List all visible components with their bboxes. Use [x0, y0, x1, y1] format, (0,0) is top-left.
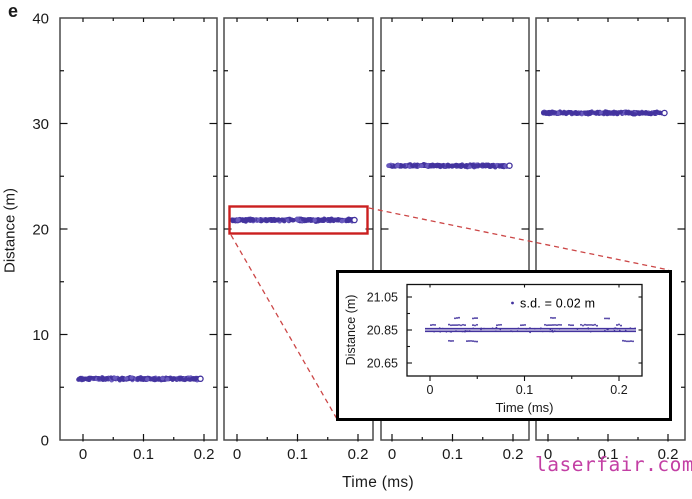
data-bands — [76, 109, 668, 383]
data-point — [506, 162, 513, 169]
x-tick-label: 0.2 — [503, 446, 524, 463]
x-tick-label: 0.1 — [133, 446, 154, 463]
data-band — [540, 109, 668, 117]
data-point — [661, 109, 668, 117]
y-tick-label: 40 — [32, 11, 49, 28]
x-axis-title: Time (ms) — [342, 474, 414, 491]
inset-x-axis-title: Time (ms) — [495, 400, 553, 415]
inset-x-tick-label: 0 — [427, 383, 434, 397]
x-tick-label: 0 — [79, 446, 87, 463]
data-point — [197, 375, 204, 383]
y-tick-label: 10 — [32, 327, 49, 344]
data-band — [386, 162, 513, 170]
zoom-callout — [228, 205, 670, 420]
y-tick-label: 20 — [32, 222, 49, 239]
x-tick-label: 0 — [388, 446, 396, 463]
x-tick-label: 0.2 — [194, 446, 215, 463]
y-tick-label: 0 — [41, 433, 49, 450]
highlight-box — [228, 205, 369, 235]
inset-y-axis-title: Distance (m) — [344, 295, 358, 366]
x-tick-label: 0 — [544, 446, 552, 463]
inset-y-tick-label: 20.85 — [367, 324, 398, 338]
data-point — [351, 216, 358, 224]
panel-frame — [59, 17, 218, 441]
data-band — [229, 216, 358, 224]
x-tick-label: 0.1 — [287, 446, 308, 463]
panel-label: e — [8, 1, 19, 21]
data-band — [76, 375, 204, 383]
panels-axes: 40 30 20 10 0 0 0.1 0.2 0 0.1 0.2 0 0.1 0.2 0 0.1 0.2 — [32, 11, 686, 463]
callout-line — [368, 207, 670, 271]
inset-x-tick-label: 0.2 — [610, 383, 627, 397]
inset-data-rows — [425, 316, 636, 343]
x-tick-label: 0 — [233, 446, 241, 463]
inset-x-tick-label: 0.1 — [516, 383, 533, 397]
inset-annotation: s.d. = 0.02 m — [520, 297, 595, 311]
y-axis-title: Distance (m) — [1, 188, 19, 274]
data-point — [511, 301, 514, 305]
inset-y-tick-label: 20.65 — [367, 357, 398, 371]
x-tick-label: 0.1 — [442, 446, 463, 463]
x-tick-label: 0.2 — [658, 446, 679, 463]
y-tick-label: 30 — [32, 116, 49, 133]
inset-plot: 21.05 20.85 20.65 0 0.1 0.2 Distance (m) Time (… — [336, 270, 672, 421]
inset-plot-frame — [406, 283, 643, 377]
x-tick-label: 0.2 — [348, 446, 369, 463]
inset-y-tick-label: 21.05 — [367, 291, 398, 305]
x-tick-label: 0.1 — [598, 446, 619, 463]
watermark: laserfair.com — [535, 453, 692, 476]
